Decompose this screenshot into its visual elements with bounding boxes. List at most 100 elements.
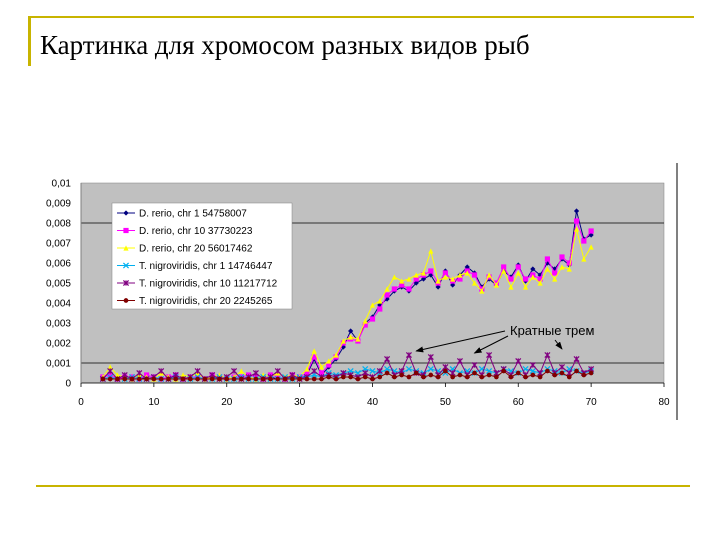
legend: D. rerio, chr 1 54758007 D. rerio, chr 10…	[111, 202, 293, 310]
data-point	[151, 376, 157, 382]
x-axis-ticks: 0 10 20 30 40 50 60 70 80	[78, 383, 670, 408]
data-point	[457, 272, 463, 278]
legend-swatch-marker	[123, 245, 129, 251]
data-point	[529, 367, 536, 375]
legend-swatch-marker	[123, 210, 129, 216]
data-point	[326, 358, 332, 364]
legend-swatch-marker	[123, 298, 129, 303]
y-tick-label: 0,007	[46, 239, 71, 250]
x-tick-label: 40	[367, 397, 379, 408]
data-point	[450, 374, 456, 380]
data-point	[413, 272, 419, 278]
annotation-arrow	[473, 335, 509, 354]
data-point	[100, 376, 106, 382]
data-point	[537, 272, 543, 278]
data-point	[369, 367, 376, 375]
data-point	[443, 368, 448, 374]
data-point	[457, 372, 463, 378]
legend-entry: T. nigroviridis, chr 20 2245265	[139, 296, 273, 307]
data-point	[501, 264, 507, 270]
data-point	[252, 369, 259, 377]
data-point	[180, 376, 186, 382]
data-point	[427, 353, 434, 361]
data-point	[537, 374, 543, 380]
y-tick-label: 0	[65, 379, 71, 390]
data-point	[456, 357, 463, 365]
data-point	[420, 270, 427, 276]
data-point	[405, 365, 412, 373]
data-point	[588, 370, 594, 376]
data-point	[522, 284, 529, 290]
data-point	[195, 376, 200, 382]
data-point	[384, 365, 391, 373]
data-point	[588, 244, 594, 250]
data-point	[442, 274, 448, 280]
x-tick-label: 0	[78, 397, 84, 408]
data-point	[391, 274, 397, 280]
data-point	[464, 264, 470, 270]
data-point	[566, 374, 572, 380]
data-point	[399, 282, 405, 288]
data-point	[486, 351, 493, 359]
data-point	[231, 367, 238, 375]
x-tick-label: 30	[294, 397, 306, 408]
data-point	[369, 302, 376, 308]
data-point	[413, 370, 419, 376]
data-point	[435, 278, 441, 284]
data-point	[428, 248, 434, 254]
data-point	[297, 376, 302, 382]
data-point	[333, 352, 339, 358]
data-point	[115, 376, 120, 382]
data-point	[129, 376, 135, 382]
data-point	[392, 374, 397, 380]
x-tick-label: 70	[586, 397, 598, 408]
data-point	[566, 266, 572, 272]
data-point	[107, 372, 113, 378]
data-point	[472, 370, 477, 376]
data-point	[471, 280, 478, 286]
data-point	[304, 376, 310, 382]
data-point	[530, 266, 536, 272]
data-point	[348, 374, 353, 380]
data-point	[194, 367, 201, 375]
data-point	[318, 370, 325, 376]
data-point	[238, 376, 244, 382]
data-point	[319, 376, 324, 382]
data-point	[405, 351, 412, 359]
data-point	[450, 276, 456, 282]
y-tick-label: 0,002	[46, 339, 71, 350]
data-point	[180, 372, 186, 378]
data-point	[581, 372, 587, 378]
legend-box	[111, 202, 293, 310]
y-tick-label: 0,004	[46, 299, 71, 310]
annotation: Кратные трем	[415, 323, 594, 354]
data-point	[275, 376, 281, 382]
data-point	[544, 256, 550, 262]
data-point	[464, 270, 470, 276]
data-point	[399, 372, 404, 378]
data-point	[311, 354, 317, 360]
data-point	[282, 376, 288, 382]
x-tick-label: 10	[148, 397, 160, 408]
series-6	[100, 368, 594, 382]
data-point	[530, 372, 536, 378]
data-point	[268, 376, 273, 382]
data-point	[522, 276, 529, 282]
y-tick-label: 0,01	[52, 179, 72, 190]
data-point	[435, 374, 441, 380]
data-point	[253, 376, 259, 382]
data-point	[442, 270, 448, 276]
legend-entry: D. rerio, chr 10 37730223	[139, 226, 253, 237]
series-group	[99, 208, 595, 383]
legend-entry: D. rerio, chr 20 56017462	[139, 244, 253, 255]
y-tick-label: 0,003	[46, 319, 71, 330]
y-tick-label: 0,005	[46, 279, 71, 290]
data-point	[399, 278, 405, 284]
data-point	[413, 280, 419, 286]
data-point	[471, 361, 478, 369]
data-point	[384, 292, 390, 298]
data-point	[369, 316, 376, 322]
data-point	[508, 284, 514, 290]
data-point	[326, 362, 332, 368]
data-point	[173, 376, 179, 382]
